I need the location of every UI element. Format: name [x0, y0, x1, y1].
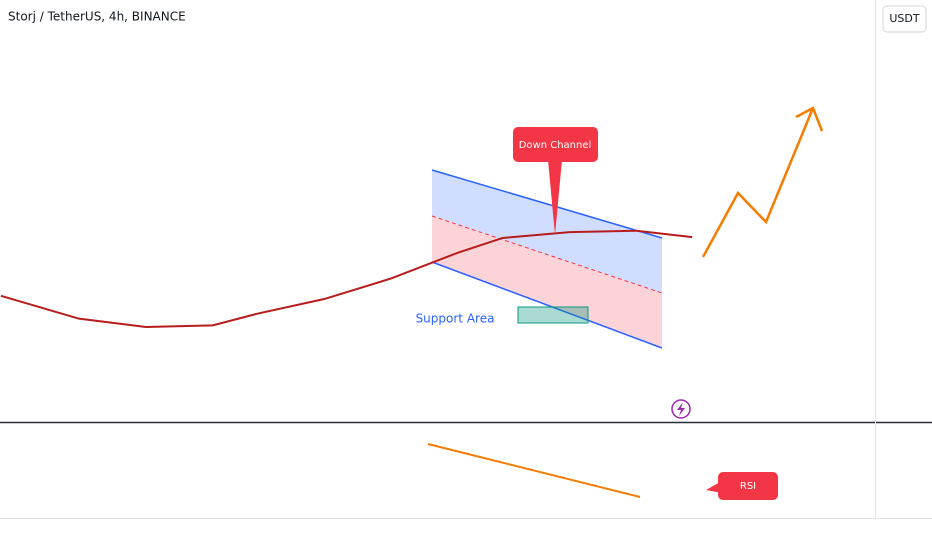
rsi-trendline	[427, 443, 641, 498]
support-label: Support Area	[416, 312, 495, 326]
channel-bottom	[431, 261, 663, 349]
projection-arrow	[701, 107, 815, 258]
channel-top	[431, 169, 663, 239]
chart-title: Storj / TetherUS, 4h, BINANCE	[8, 10, 186, 24]
channel-upper-fill	[432, 170, 662, 293]
rsi-callout-box	[718, 472, 778, 500]
callout-pointer	[548, 160, 562, 235]
[object Object]	[0, 229, 693, 329]
callout-text: Down Channel	[519, 140, 592, 151]
rsi-callout-text: RSI	[740, 481, 756, 492]
channel-lower-fill	[432, 216, 662, 348]
event-icon-bolt	[677, 402, 685, 416]
support-box	[517, 306, 589, 324]
channel-mid	[431, 215, 663, 294]
callouts: Down Channel Support Area RSI	[416, 106, 824, 500]
currency-box[interactable]	[882, 5, 927, 33]
arrow-head	[795, 106, 824, 132]
currency: USDT	[889, 12, 920, 25]
down-channel	[431, 169, 663, 349]
callout-box	[513, 127, 598, 162]
plot	[0, 229, 693, 329]
